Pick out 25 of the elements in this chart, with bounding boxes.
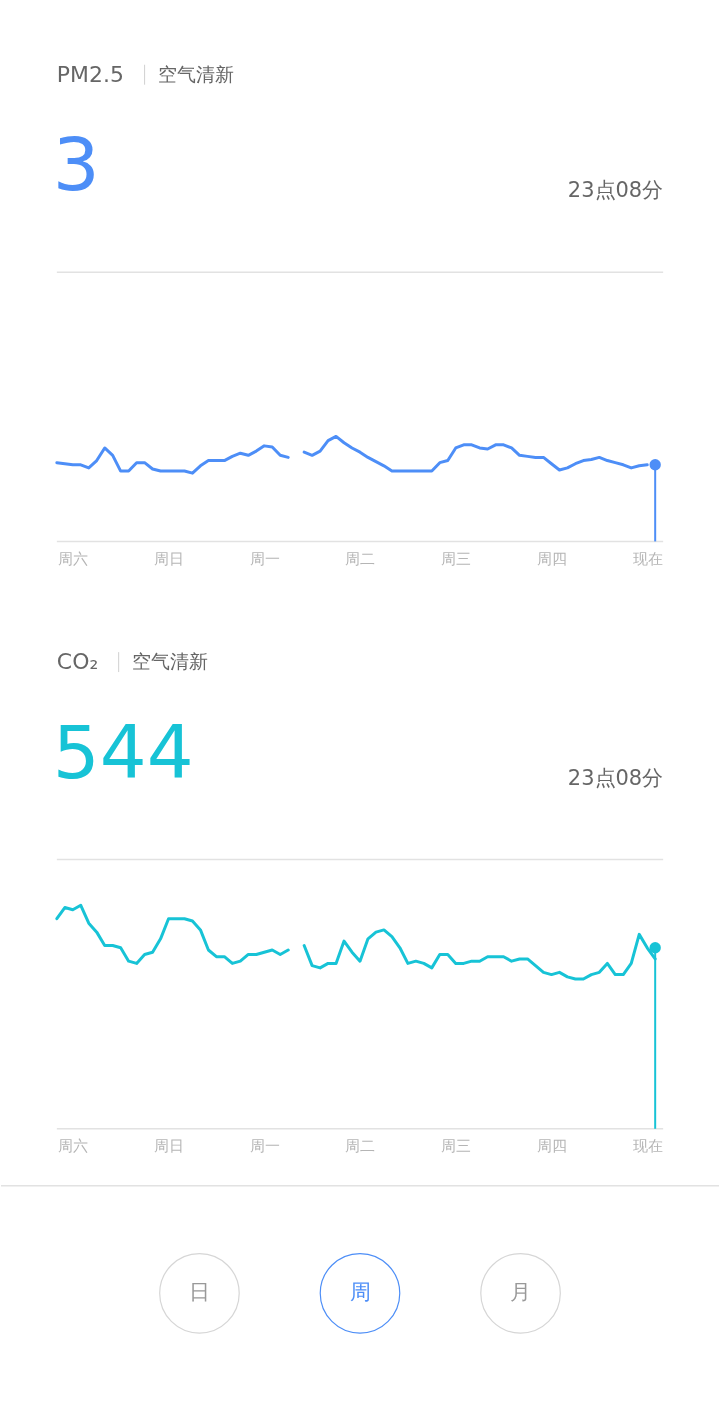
x-tick-label: 周二 (345, 1137, 376, 1156)
x-tick-label: 周四 (536, 549, 567, 568)
text: 3 (52, 122, 100, 208)
x-tick-label: 周三 (441, 549, 472, 568)
x-tick-label: 周三 (441, 1137, 472, 1156)
x-tick-label: 周二 (345, 549, 376, 568)
x-tick-label: 周六 (58, 549, 89, 568)
x-tick-label: 现在 (632, 1137, 663, 1156)
text: 周 (349, 1280, 371, 1305)
chart-title: PM2.5 (56, 61, 124, 87)
x-tick-label: 周六 (58, 1137, 89, 1156)
chart-subtitle: 空气清新 (157, 62, 234, 85)
x-tick-label: 周一 (249, 1137, 280, 1156)
chart-subtitle: 空气清新 (131, 650, 208, 673)
text: 23点08分 (567, 765, 664, 790)
text: 23点08分 (567, 178, 664, 203)
text: 日 (188, 1280, 210, 1305)
text: 544 (52, 709, 194, 795)
x-tick-label: 周一 (249, 549, 280, 568)
x-tick-label: 周日 (154, 549, 185, 568)
x-tick-label: 周日 (154, 1137, 185, 1156)
x-tick-label: 现在 (632, 549, 663, 568)
text: 月 (510, 1280, 532, 1305)
x-tick-label: 周四 (536, 1137, 567, 1156)
chart-title: CO₂ (56, 649, 99, 675)
